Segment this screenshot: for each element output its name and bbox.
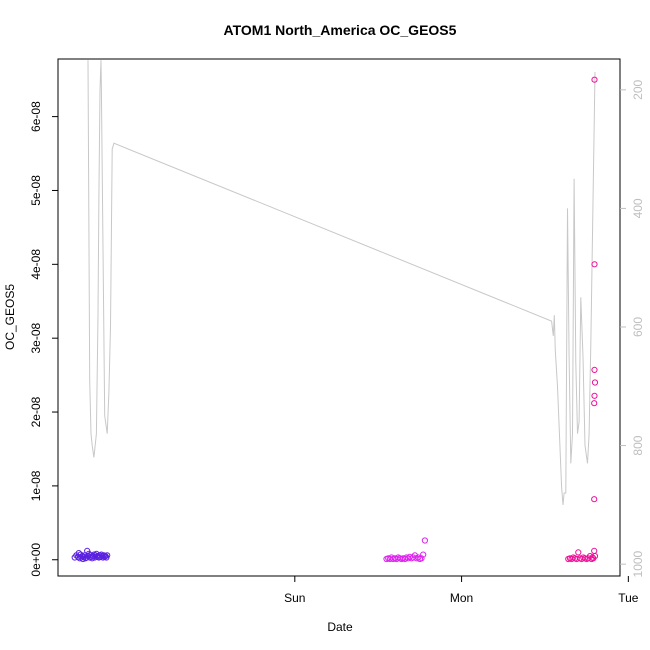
data-point bbox=[421, 537, 428, 544]
pressure-line bbox=[87, 60, 596, 505]
data-point bbox=[591, 379, 599, 386]
x-axis-label: Date bbox=[327, 620, 353, 634]
data-point bbox=[401, 555, 408, 563]
data-point bbox=[591, 496, 598, 503]
data-point bbox=[575, 549, 582, 556]
data-point bbox=[415, 554, 422, 561]
data-point bbox=[591, 547, 598, 555]
x-tick-label: Tue bbox=[618, 591, 639, 605]
data-point bbox=[591, 261, 598, 268]
data-point bbox=[104, 552, 111, 559]
data-points-layer bbox=[71, 76, 599, 563]
y-tick-label: 5e-08 bbox=[29, 175, 43, 206]
data-point bbox=[418, 555, 425, 562]
plot-box bbox=[57, 58, 621, 577]
x-axis: Sun Mon Tue bbox=[284, 576, 639, 605]
y-tick-label: 1e-08 bbox=[29, 470, 43, 501]
y2-tick-label: 400 bbox=[631, 198, 645, 218]
data-point bbox=[591, 400, 598, 407]
y-tick-label: 2e-08 bbox=[29, 396, 43, 427]
data-point bbox=[591, 366, 598, 373]
data-point bbox=[591, 553, 599, 560]
data-point bbox=[591, 392, 598, 399]
chart-title: ATOM1 North_America OC_GEOS5 bbox=[224, 22, 457, 38]
x-tick-label: Sun bbox=[284, 591, 305, 605]
y-axis-label: OC_GEOS5 bbox=[3, 284, 17, 350]
y2-axis: 200 400 600 800 1000 bbox=[620, 79, 645, 577]
data-point bbox=[420, 551, 427, 558]
x-tick-label: Mon bbox=[450, 591, 473, 605]
y2-tick-label: 800 bbox=[631, 435, 645, 455]
data-point bbox=[591, 76, 598, 83]
y-tick-label: 6e-08 bbox=[29, 101, 43, 132]
y-tick-label: 0e+00 bbox=[29, 543, 43, 577]
y-axis: 0e+00 1e-08 2e-08 3e-08 4e-08 5e-08 6e-08 bbox=[29, 101, 58, 577]
y2-tick-label: 200 bbox=[631, 79, 645, 99]
pressure-line-layer bbox=[87, 60, 596, 505]
y2-tick-label: 1000 bbox=[631, 550, 645, 577]
y2-tick-label: 600 bbox=[631, 317, 645, 337]
y-tick-label: 4e-08 bbox=[29, 249, 43, 280]
y-tick-label: 3e-08 bbox=[29, 323, 43, 354]
